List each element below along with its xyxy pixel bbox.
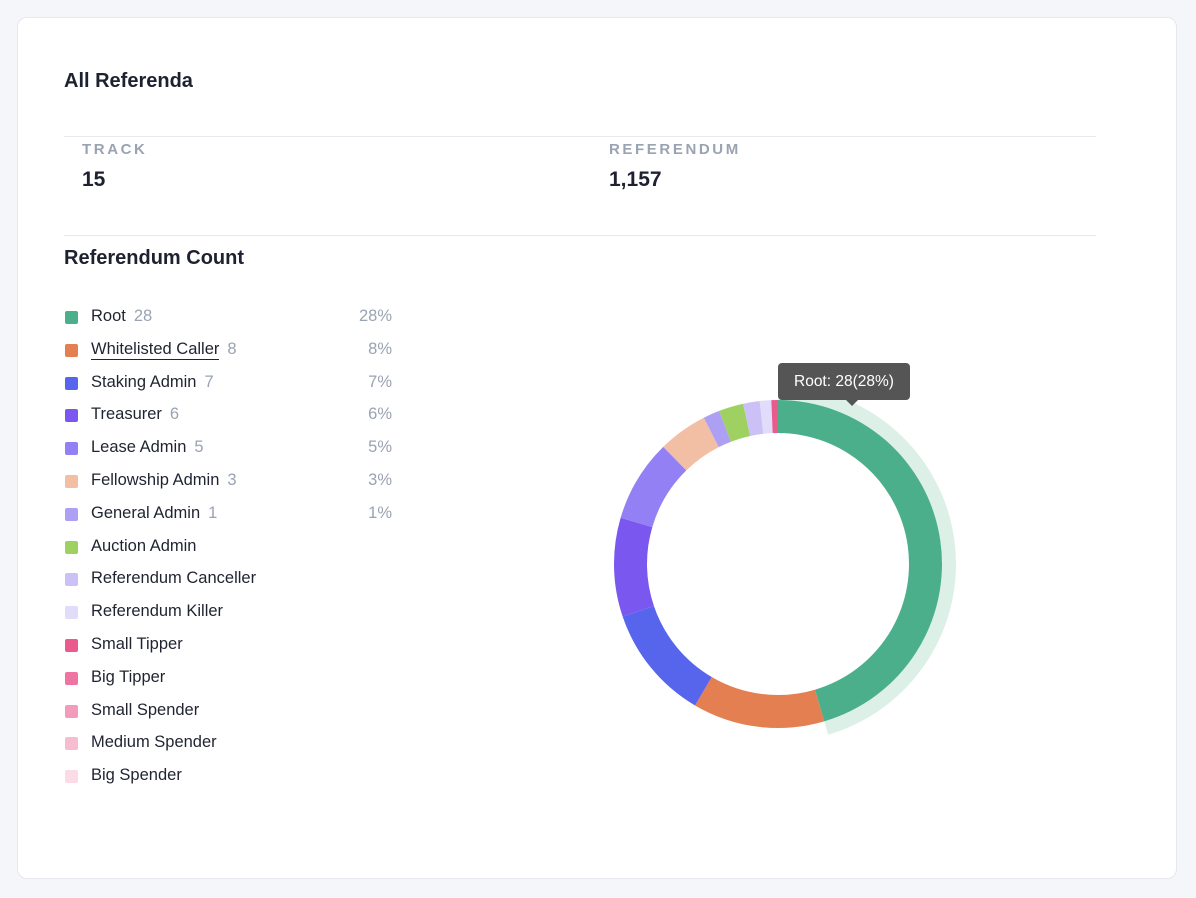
legend-text: Root 28	[91, 307, 152, 326]
track-value: 15	[82, 168, 106, 191]
legend-name: Medium Spender	[91, 733, 217, 752]
legend-name: Small Tipper	[91, 634, 183, 653]
legend-item[interactable]: Medium Spender	[64, 732, 394, 765]
slice-general-admin[interactable]	[703, 410, 731, 448]
legend-name: Fellowship Admin	[91, 470, 220, 489]
slice-auction-admin[interactable]	[719, 403, 751, 442]
slice-fellowship-admin[interactable]	[663, 417, 719, 471]
slice-root[interactable]	[778, 400, 942, 722]
legend-text: Small Spender	[91, 701, 199, 720]
legend-item[interactable]: Small Spender	[64, 700, 394, 733]
referendum-value: 1,157	[609, 168, 662, 191]
legend-swatch	[65, 704, 78, 718]
legend-name: Lease Admin	[91, 438, 187, 457]
legend-percent: 28%	[358, 307, 392, 325]
legend-percent: 3%	[368, 470, 392, 489]
slice-whitelisted-caller[interactable]	[695, 677, 825, 728]
legend-text: Small Tipper	[91, 635, 183, 654]
legend-name: Staking Admin	[91, 372, 197, 391]
legend-text: Staking Admin 7	[91, 373, 214, 392]
legend-text: Big Spender	[91, 766, 182, 785]
legend-swatch	[65, 671, 78, 685]
legend-item[interactable]: Referendum Canceller	[64, 568, 394, 601]
legend-count: 5	[194, 438, 204, 457]
legend-item[interactable]: General Admin 1 1%	[64, 503, 394, 536]
legend-count: 1	[208, 503, 218, 522]
slice-small-tipper[interactable]	[771, 400, 778, 434]
legend-swatch	[65, 737, 78, 751]
legend-item[interactable]: Lease Admin 5 5%	[64, 437, 394, 470]
legend-swatch	[65, 474, 78, 488]
tooltip-text: Root: 28(28%)	[794, 373, 894, 390]
legend-count: 8	[227, 339, 237, 358]
referenda-card	[17, 17, 1177, 879]
page-title: All Referenda	[64, 70, 193, 92]
legend-count: 7	[204, 372, 214, 391]
legend-percent: 6%	[368, 405, 392, 424]
section-title: Referendum Count	[64, 247, 244, 269]
divider-top	[64, 136, 1096, 137]
legend-name: Referendum Killer	[91, 602, 224, 621]
legend-item[interactable]: Referendum Killer	[64, 601, 394, 634]
legend-item[interactable]: Treasurer 6 6%	[64, 404, 394, 437]
legend-item[interactable]: Root 28 28%	[64, 306, 394, 339]
divider-middle	[64, 235, 1096, 236]
legend-count: 28	[133, 307, 153, 325]
legend-text: Whitelisted Caller 8	[91, 339, 237, 360]
legend-swatch	[65, 638, 78, 652]
legend-text: Referendum Killer	[91, 602, 223, 621]
legend-text: Auction Admin	[91, 537, 196, 556]
legend-swatch	[65, 311, 78, 324]
legend-name: Auction Admin	[91, 536, 197, 555]
legend-swatch	[65, 540, 78, 554]
legend-percent: 5%	[368, 438, 392, 457]
legend-item[interactable]: Whitelisted Caller 8 8%	[64, 339, 394, 372]
legend-name: Treasurer	[91, 405, 162, 424]
slice-referendum-killer[interactable]	[759, 400, 773, 434]
referendum-label: REFERENDUM	[609, 141, 741, 158]
legend-text: Medium Spender	[91, 733, 217, 752]
legend-item[interactable]: Staking Admin 7 7%	[64, 372, 394, 405]
legend-item[interactable]: Small Tipper	[64, 634, 394, 667]
legend-name: Root	[91, 307, 126, 325]
legend-item[interactable]: Fellowship Admin 3 3%	[64, 470, 394, 503]
legend-swatch	[65, 409, 78, 423]
legend-name: Big Tipper	[91, 667, 166, 686]
legend-percent: 1%	[368, 503, 392, 522]
slice-lease-admin[interactable]	[620, 446, 687, 528]
slice-treasurer[interactable]	[614, 517, 654, 617]
legend-count: 6	[169, 405, 180, 424]
legend-name: General Admin	[91, 503, 201, 522]
slice-staking-admin[interactable]	[622, 606, 712, 706]
legend-name: Whitelisted Caller	[91, 339, 220, 360]
legend-name: Small Spender	[91, 700, 200, 719]
legend-text: Referendum Canceller	[91, 569, 256, 588]
track-label: TRACK	[82, 141, 148, 158]
legend-name: Referendum Canceller	[91, 569, 257, 588]
legend-text: General Admin 1	[91, 504, 217, 523]
legend-swatch	[65, 442, 78, 456]
legend-text: Big Tipper	[91, 668, 165, 687]
chart-legend: Root 28 28% Whitelisted Caller 8 8% Staking Ad…	[64, 306, 394, 798]
slice-referendum-canceller[interactable]	[743, 401, 764, 436]
chart-tooltip: Root: 28(28%)	[778, 363, 910, 406]
tooltip-arrow	[846, 400, 858, 406]
legend-item[interactable]: Big Spender	[64, 765, 394, 798]
legend-swatch	[65, 343, 78, 357]
legend-swatch	[65, 606, 78, 620]
legend-text: Treasurer 6	[91, 405, 179, 424]
legend-item[interactable]: Big Tipper	[64, 667, 394, 700]
legend-text: Fellowship Admin 3	[91, 471, 237, 490]
referendum-donut-chart[interactable]	[580, 350, 980, 750]
legend-swatch	[65, 507, 78, 521]
legend-count: 3	[227, 470, 237, 489]
legend-name: Big Spender	[91, 766, 182, 785]
legend-text: Lease Admin 5	[91, 438, 204, 457]
legend-swatch	[65, 376, 78, 390]
legend-item[interactable]: Auction Admin	[64, 536, 394, 569]
legend-percent: 8%	[368, 339, 392, 358]
legend-percent: 7%	[368, 372, 392, 391]
legend-swatch	[65, 770, 78, 784]
legend-swatch	[65, 573, 78, 587]
